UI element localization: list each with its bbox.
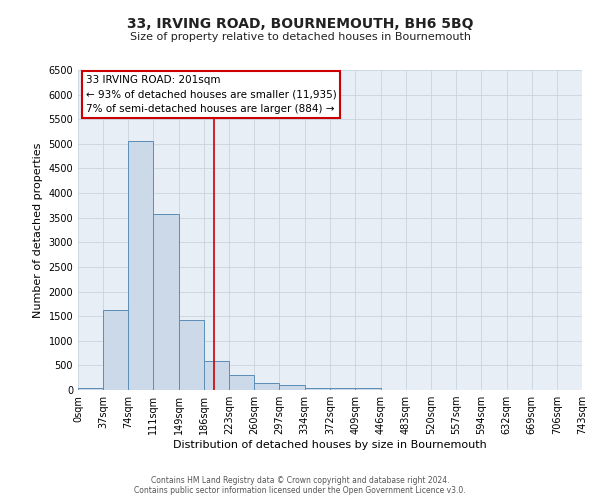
Bar [78,388,103,390]
Bar [254,383,280,390]
Bar [179,320,204,390]
Bar [331,388,355,390]
Bar [355,388,380,390]
Text: 33 IRVING ROAD: 201sqm
← 93% of detached houses are smaller (11,935)
7% of semi-: 33 IRVING ROAD: 201sqm ← 93% of detached… [86,75,337,114]
Bar [305,388,331,390]
Text: Contains HM Land Registry data © Crown copyright and database right 2024.: Contains HM Land Registry data © Crown c… [151,476,449,485]
Bar [153,214,179,390]
Bar [229,375,254,390]
X-axis label: Distribution of detached houses by size in Bournemouth: Distribution of detached houses by size … [173,440,487,450]
Bar [204,362,229,390]
Bar [280,385,305,390]
Bar [128,142,153,390]
Bar [103,310,128,390]
Text: Size of property relative to detached houses in Bournemouth: Size of property relative to detached ho… [130,32,470,42]
Y-axis label: Number of detached properties: Number of detached properties [33,142,43,318]
Text: Contains public sector information licensed under the Open Government Licence v3: Contains public sector information licen… [134,486,466,495]
Text: 33, IRVING ROAD, BOURNEMOUTH, BH6 5BQ: 33, IRVING ROAD, BOURNEMOUTH, BH6 5BQ [127,18,473,32]
